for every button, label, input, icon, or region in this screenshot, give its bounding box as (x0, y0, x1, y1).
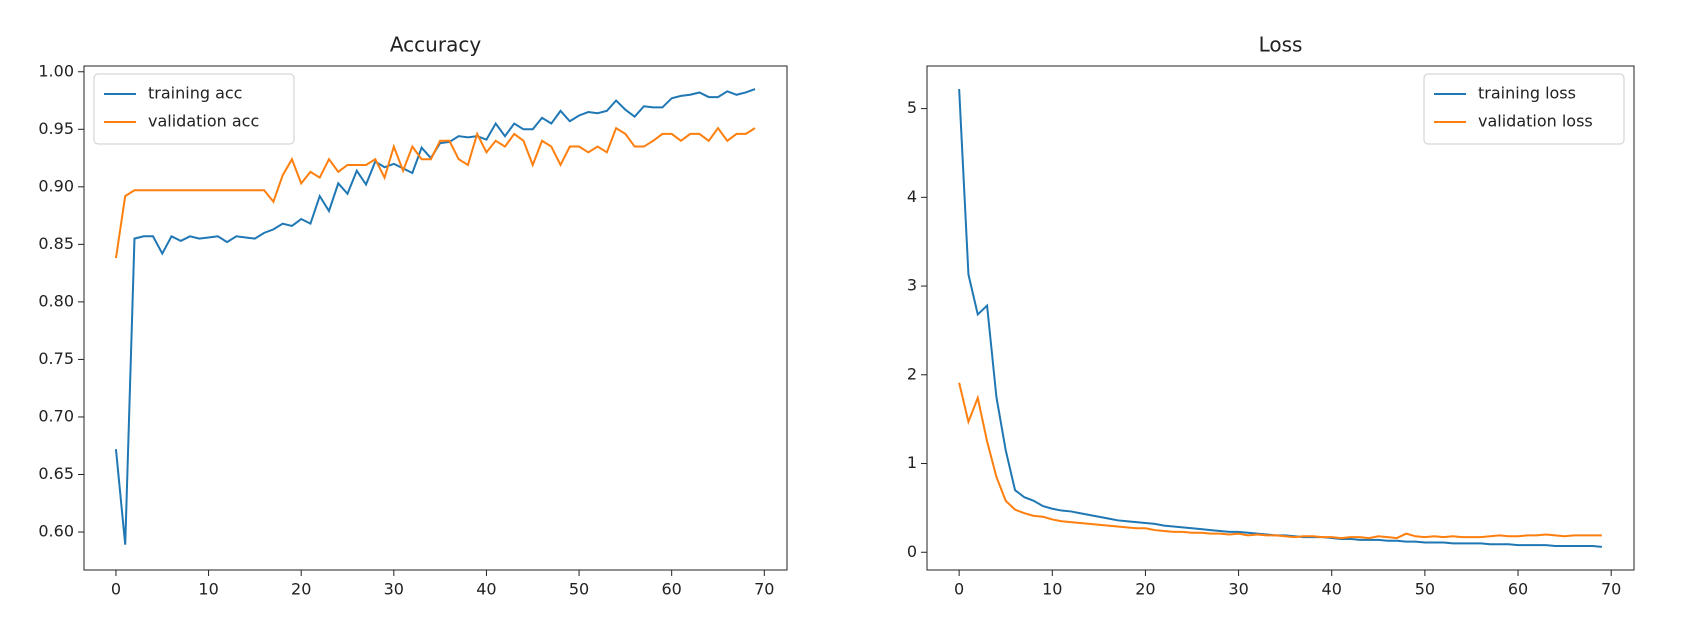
x-tick-label: 70 (1601, 580, 1621, 599)
x-tick-label: 20 (291, 580, 311, 599)
legend-label: validation acc (148, 112, 259, 131)
legend-label: training acc (148, 84, 242, 103)
y-tick-label: 0.70 (38, 406, 74, 425)
y-tick-label: 5 (907, 98, 917, 117)
legend-label: training loss (1478, 84, 1576, 103)
x-tick-label: 60 (662, 580, 682, 599)
y-tick-label: 0.65 (38, 464, 74, 483)
x-tick-label: 0 (111, 580, 121, 599)
x-tick-label: 30 (1228, 580, 1248, 599)
legend-box (93, 73, 295, 145)
y-tick-label: 2 (907, 364, 917, 383)
data-line (958, 382, 1602, 540)
data-line (114, 88, 756, 545)
y-tick-label: 0.80 (38, 291, 74, 310)
x-tick-label: 10 (1042, 580, 1062, 599)
x-tick-label: 10 (198, 580, 218, 599)
x-tick-label: 20 (1135, 580, 1155, 599)
y-tick-label: 0.85 (38, 234, 74, 253)
y-tick-label: 0.60 (38, 522, 74, 541)
y-tick-label: 0.75 (38, 349, 74, 368)
x-tick-label: 0 (954, 580, 964, 599)
y-tick-label: 3 (907, 276, 917, 295)
chart-title: Loss (1259, 33, 1303, 57)
x-tick-label: 50 (569, 580, 589, 599)
x-tick-label: 40 (1322, 580, 1342, 599)
y-tick-label: 4 (907, 187, 917, 206)
legend-box (1423, 73, 1625, 145)
y-tick-label: 1 (907, 453, 917, 472)
x-tick-label: 40 (476, 580, 496, 599)
data-line (958, 89, 1602, 548)
chart-title: Accuracy (390, 33, 481, 57)
x-tick-label: 50 (1415, 580, 1435, 599)
axes-frame (83, 65, 788, 571)
y-tick-label: 1.00 (38, 61, 74, 80)
y-tick-label: 0 (907, 542, 917, 561)
y-tick-label: 0.95 (38, 119, 74, 138)
legend-label: validation loss (1478, 112, 1593, 131)
data-line (114, 126, 756, 259)
x-tick-label: 30 (384, 580, 404, 599)
x-tick-label: 70 (754, 580, 774, 599)
x-tick-label: 60 (1508, 580, 1528, 599)
axes-frame (926, 65, 1635, 571)
y-tick-label: 0.90 (38, 176, 74, 195)
